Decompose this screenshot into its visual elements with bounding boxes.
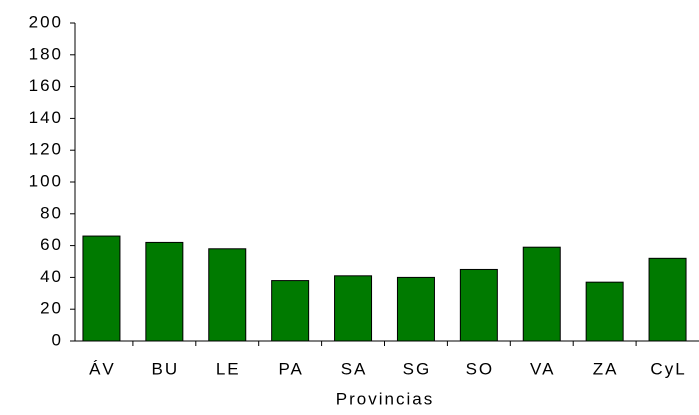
x-tick-label: VA xyxy=(530,359,555,378)
bar xyxy=(522,246,561,342)
x-tick-label: SA xyxy=(341,359,368,378)
y-tick-label: 140 xyxy=(29,108,63,127)
bar xyxy=(585,281,624,342)
y-tick-label: 0 xyxy=(52,330,63,349)
x-tick-label: SO xyxy=(466,359,495,378)
bar xyxy=(648,257,687,342)
y-tick-label: 120 xyxy=(29,140,63,159)
x-tick-label: SG xyxy=(403,359,432,378)
bar xyxy=(459,268,498,342)
x-axis-label: Provincias xyxy=(336,389,434,408)
y-tick-label: 20 xyxy=(40,299,63,318)
y-tick-label: 180 xyxy=(29,44,63,63)
x-tick-label: PA xyxy=(278,359,303,378)
bar xyxy=(334,275,373,342)
y-tick-label: 80 xyxy=(40,203,63,222)
bar xyxy=(271,280,310,342)
x-tick-label: CyL xyxy=(650,359,686,378)
y-tick-label: 100 xyxy=(29,171,63,190)
bar xyxy=(396,276,435,342)
x-tick-label: LE xyxy=(216,359,241,378)
x-tick-label: ZA xyxy=(593,359,619,378)
y-tick-label: 40 xyxy=(40,267,63,286)
y-tick-label: 200 xyxy=(29,12,63,31)
bar xyxy=(208,248,247,342)
bar xyxy=(145,241,184,342)
y-tick-label: 60 xyxy=(40,235,63,254)
y-tick-label: 160 xyxy=(29,76,63,95)
x-tick-label: ÁV xyxy=(89,359,116,378)
x-tick-label: BU xyxy=(152,359,180,378)
bar xyxy=(82,235,121,342)
